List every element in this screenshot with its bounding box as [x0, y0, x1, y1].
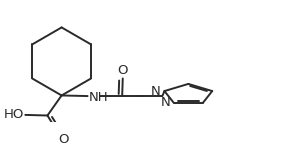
- Text: N: N: [160, 96, 170, 109]
- Text: N: N: [151, 85, 161, 98]
- Text: HO: HO: [3, 108, 24, 121]
- Text: O: O: [118, 64, 128, 77]
- Text: O: O: [58, 133, 69, 146]
- Text: NH: NH: [88, 91, 108, 104]
